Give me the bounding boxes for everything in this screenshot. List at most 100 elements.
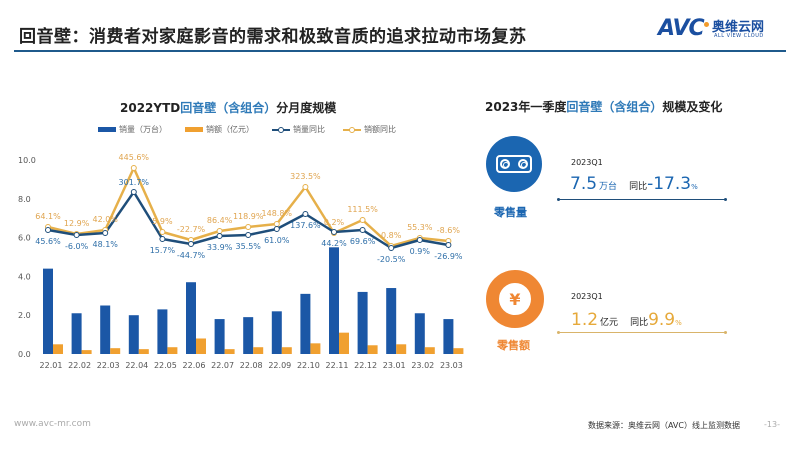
bar-revenue	[281, 347, 292, 354]
y-tick: 8.0	[18, 195, 31, 204]
legend-bar-swatch-icon	[185, 127, 203, 132]
y-tick: 4.0	[18, 272, 31, 281]
point-volume	[216, 233, 223, 239]
point-volume	[302, 211, 309, 217]
revenue-yoy-unit: %	[675, 319, 682, 327]
label-volume-yoy: 61.0%	[264, 236, 290, 245]
legend-revenue: 销额（亿元）	[185, 124, 254, 135]
chart-title-prefix: 2022YTD	[120, 101, 181, 115]
label-volume-yoy: -6.0%	[65, 242, 89, 251]
point-volume	[388, 245, 395, 251]
chart-title-highlight: 回音壁（含组合）	[180, 101, 277, 115]
x-tick: 22.07	[211, 361, 234, 370]
y-tick: 6.0	[18, 234, 31, 243]
bar-revenue	[396, 344, 407, 354]
legend-line-swatch-icon	[272, 126, 290, 133]
label-revenue-yoy: 5.9%	[152, 217, 173, 226]
y-tick: 0.0	[18, 350, 31, 359]
x-tick: 22.11	[326, 361, 349, 370]
chart-legend: 销量（万台） 销额（亿元） 销量同比 销额同比	[98, 124, 396, 135]
yuan-icon: ¥	[509, 289, 521, 309]
logo-text: AVC	[658, 16, 705, 41]
x-tick: 23.02	[411, 361, 434, 370]
footer-website: www.avc-mr.com	[14, 419, 91, 429]
label-volume-yoy: 15.7%	[150, 246, 176, 255]
point-volume	[45, 227, 51, 233]
monthly-chart: 0.0 2.0 4.0 6.0 8.0 10.0 22.01 22.02 22.03 22.04 2…	[18, 153, 464, 370]
bar-revenue	[167, 347, 178, 354]
logo-en: ALL VIEW CLOUD	[714, 33, 764, 39]
bar-revenue	[53, 344, 63, 354]
label-revenue-yoy: -8.6%	[437, 226, 461, 235]
label-revenue-yoy: 42.0%	[92, 215, 118, 224]
bar-volume	[157, 309, 168, 354]
volume-badge	[486, 136, 542, 192]
speaker-icon	[496, 155, 532, 173]
point-volume	[73, 232, 80, 238]
label-volume-yoy: 301.7%	[119, 178, 150, 187]
logo-cn: 奥维云网	[712, 20, 765, 35]
revenue-value: 1.2	[571, 310, 599, 330]
label-volume-yoy: 0.9%	[410, 247, 431, 256]
bar-volume	[414, 313, 425, 354]
q1-title-suffix: 规模及变化	[662, 100, 723, 114]
x-tick: 22.01	[40, 361, 63, 370]
bar-volume	[71, 313, 82, 354]
chart-title-suffix: 分月度规模	[276, 101, 337, 115]
legend-label: 销额同比	[364, 125, 396, 134]
label-revenue-yoy: 323.5%	[290, 172, 321, 181]
volume-value: 7.5	[570, 174, 598, 194]
legend-label: 销量（万台）	[119, 125, 167, 134]
label-volume-yoy: 35.5%	[235, 242, 261, 251]
bar-volume	[243, 317, 254, 354]
x-tick: 22.03	[97, 361, 120, 370]
legend-volume: 销量（万台）	[98, 124, 167, 135]
label-revenue-yoy: 111.5%	[347, 205, 378, 214]
y-tick: 10.0	[18, 156, 36, 165]
revenue-period: 2023Q1	[571, 292, 603, 301]
bar-revenue	[224, 349, 235, 354]
volume-label: 零售量	[494, 206, 527, 219]
revenue-yoy-label: 同比	[630, 318, 649, 328]
label-revenue-yoy: 0.8%	[381, 231, 402, 240]
bar-revenue	[453, 348, 464, 354]
point-revenue	[359, 217, 366, 223]
q1-title: 2023年一季度回音壁（含组合）规模及变化	[485, 98, 722, 115]
bar-revenue	[253, 347, 264, 354]
point-revenue	[273, 221, 280, 227]
bar-volume	[357, 291, 368, 354]
bar-volume	[128, 315, 139, 354]
avc-logo: AVC 奥维云网 ALL VIEW CLOUD	[658, 14, 778, 44]
x-tick: 22.02	[68, 361, 91, 370]
label-revenue-yoy: 55.3%	[407, 223, 433, 232]
label-volume-yoy: 45.6%	[35, 237, 61, 246]
x-tick: 22.12	[354, 361, 377, 370]
chart-title: 2022YTD回音壁（含组合）分月度规模	[120, 99, 336, 116]
x-tick: 22.05	[154, 361, 177, 370]
revenue-kpi: 1.2 亿元 同比 9.9 %	[571, 310, 682, 330]
legend-revenue-yoy: 销额同比	[343, 124, 396, 135]
point-revenue	[245, 224, 252, 230]
point-volume	[445, 242, 452, 248]
x-tick: 22.06	[183, 361, 206, 370]
x-tick: 22.10	[297, 361, 320, 370]
legend-line-swatch-icon	[343, 126, 361, 133]
volume-yoy-label: 同比	[629, 182, 648, 192]
revenue-divider	[557, 331, 727, 334]
page-number: -13-	[764, 420, 780, 429]
label-volume-yoy: -20.5%	[377, 255, 406, 264]
x-tick: 22.04	[125, 361, 148, 370]
bar-revenue	[310, 343, 321, 354]
bar-revenue	[81, 350, 92, 354]
volume-period: 2023Q1	[571, 158, 603, 167]
label-revenue-yoy: 445.6%	[119, 153, 150, 162]
q1-title-highlight: 回音壁（含组合）	[566, 100, 663, 114]
bar-volume	[100, 305, 111, 354]
bar-volume	[300, 293, 311, 354]
label-revenue-yoy: 86.4%	[207, 216, 233, 225]
point-volume	[331, 229, 337, 235]
point-volume	[416, 237, 423, 243]
point-revenue	[130, 165, 137, 171]
bar-revenue	[339, 332, 349, 354]
label-revenue-yoy: 12.9%	[64, 219, 90, 228]
